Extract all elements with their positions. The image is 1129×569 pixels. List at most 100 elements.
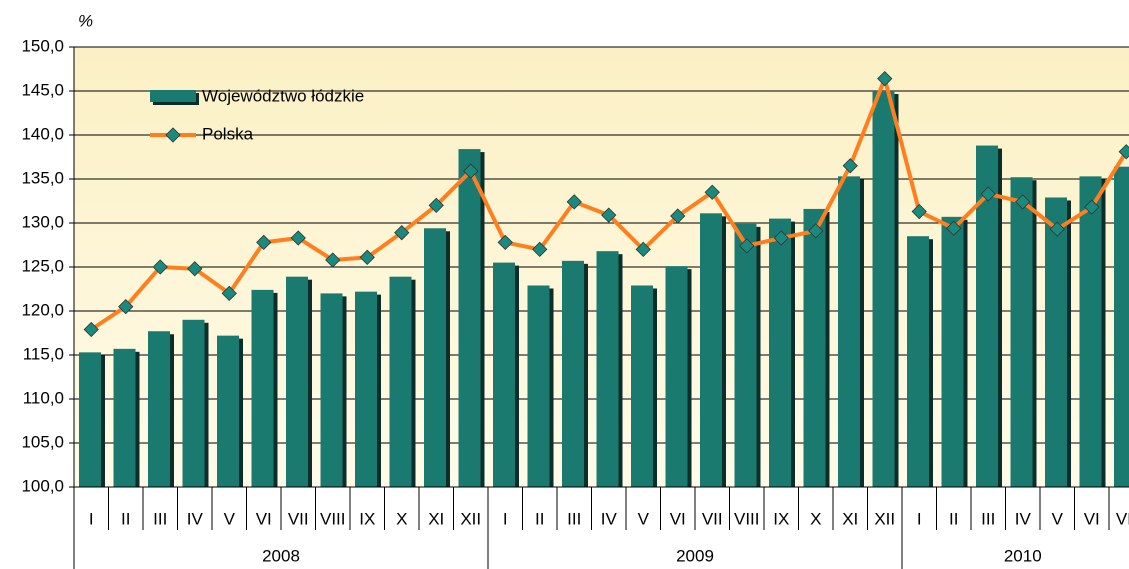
x-tick-label: VII [288, 509, 309, 528]
bar [320, 293, 343, 487]
marker [946, 220, 962, 236]
bar [493, 262, 515, 487]
x-tick-label: XII [874, 509, 895, 528]
bar [562, 260, 584, 487]
marker [1049, 221, 1065, 237]
bar [355, 291, 377, 487]
bar [907, 236, 929, 487]
bar [458, 149, 481, 487]
x-tick-label: II [121, 509, 130, 528]
bar [838, 176, 860, 488]
marker [842, 158, 858, 174]
marker [118, 298, 134, 315]
x-tick-label: IV [601, 509, 618, 528]
marker [773, 230, 789, 246]
marker [325, 252, 341, 268]
bar [527, 285, 550, 487]
bar [79, 352, 101, 487]
bar [596, 251, 619, 487]
marker [1084, 199, 1100, 215]
x-tick-label: IV [187, 509, 204, 528]
legend-label: Polska [202, 124, 254, 143]
x-tick-label: VI [670, 509, 686, 528]
x-tick-label: XI [842, 509, 858, 528]
marker [187, 261, 203, 277]
legend-label: Województwo łódzkie [202, 86, 364, 105]
marker [463, 163, 479, 179]
x-tick-label: XII [460, 509, 481, 528]
legend-marker [165, 127, 181, 143]
x-tick-label: VIII [320, 509, 346, 528]
x-tick-label: III [153, 509, 167, 528]
marker [359, 249, 375, 265]
x-tick-label: V [638, 509, 650, 528]
bar [424, 228, 446, 487]
y-tick-label: 130,0 [21, 212, 64, 231]
marker [1015, 194, 1031, 210]
year-label: 2008 [262, 546, 300, 565]
legend-swatch [150, 90, 196, 102]
bar [769, 218, 791, 487]
marker [256, 234, 272, 250]
y-tick-label: 140,0 [21, 124, 64, 143]
y-tick-label: 150,0 [21, 36, 64, 55]
x-tick-label: VI [256, 509, 272, 528]
marker [152, 259, 168, 275]
x-tick-label: X [396, 509, 407, 528]
x-tick-label: II [535, 509, 544, 528]
x-tick-label: III [567, 509, 581, 528]
y-axis-label: % [78, 11, 93, 30]
marker [980, 186, 996, 202]
bar [1045, 197, 1067, 488]
marker [739, 238, 755, 254]
marker [635, 241, 651, 258]
bar [251, 289, 274, 487]
x-tick-label: V [1052, 509, 1064, 528]
bar [1010, 177, 1033, 488]
bar [389, 276, 412, 487]
x-tick-label: II [949, 509, 958, 528]
marker [221, 285, 237, 302]
x-tick-label: VIII [734, 509, 760, 528]
marker [428, 197, 444, 214]
marker [290, 230, 306, 246]
marker [670, 208, 686, 224]
x-tick-label: III [981, 509, 995, 528]
marker [911, 203, 927, 220]
bar [803, 208, 826, 488]
bar [286, 276, 308, 487]
x-tick-label: XI [428, 509, 444, 528]
marker [1118, 144, 1129, 160]
y-tick-label: 135,0 [21, 168, 64, 187]
bar [217, 335, 239, 487]
marker [601, 207, 617, 223]
bar [872, 91, 895, 487]
bar [941, 216, 964, 487]
bar [182, 319, 205, 487]
x-tick-label: IX [359, 509, 375, 528]
bar [976, 145, 998, 487]
marker [877, 71, 893, 87]
y-tick-label: 145,0 [21, 80, 64, 99]
year-label: 2009 [676, 546, 714, 565]
bar [148, 331, 170, 487]
marker [497, 234, 513, 250]
x-tick-label: I [89, 509, 94, 528]
x-tick-label: I [917, 509, 922, 528]
marker [394, 225, 410, 241]
x-tick-label: VI [1084, 509, 1100, 528]
y-tick-label: 120,0 [21, 300, 64, 319]
y-tick-label: 125,0 [21, 256, 64, 275]
y-tick-label: 110,0 [23, 388, 64, 407]
marker [704, 184, 720, 200]
x-tick-label: IV [1015, 509, 1032, 528]
y-tick-label: 100,0 [21, 476, 64, 495]
x-tick-label: VII [702, 509, 723, 528]
marker [83, 321, 99, 338]
marker [532, 241, 548, 258]
bar [1079, 176, 1102, 488]
x-tick-label: IX [773, 509, 789, 528]
marker [808, 223, 824, 239]
marker [566, 194, 582, 210]
